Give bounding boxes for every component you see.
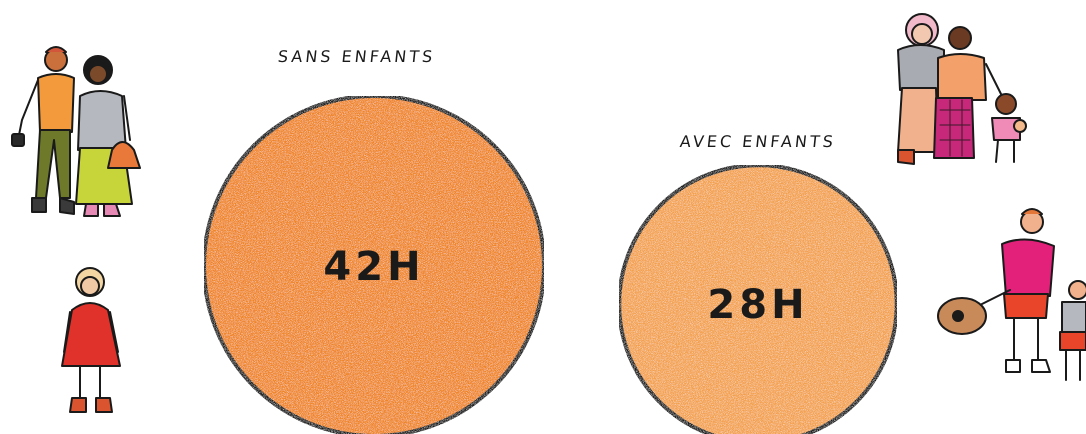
value-label-avec-enfants: 28H: [707, 282, 808, 328]
father-with-son-and-guitar-icon: [937, 208, 1086, 381]
value-label-sans-enfants: 42H: [323, 244, 424, 290]
family-with-daughter-icon: [897, 13, 1027, 165]
girl-icon: [61, 267, 121, 413]
bubble-avec-enfants: [617, 163, 899, 434]
couple-icon: [11, 46, 141, 217]
bubble-sans-enfants: [202, 94, 546, 434]
